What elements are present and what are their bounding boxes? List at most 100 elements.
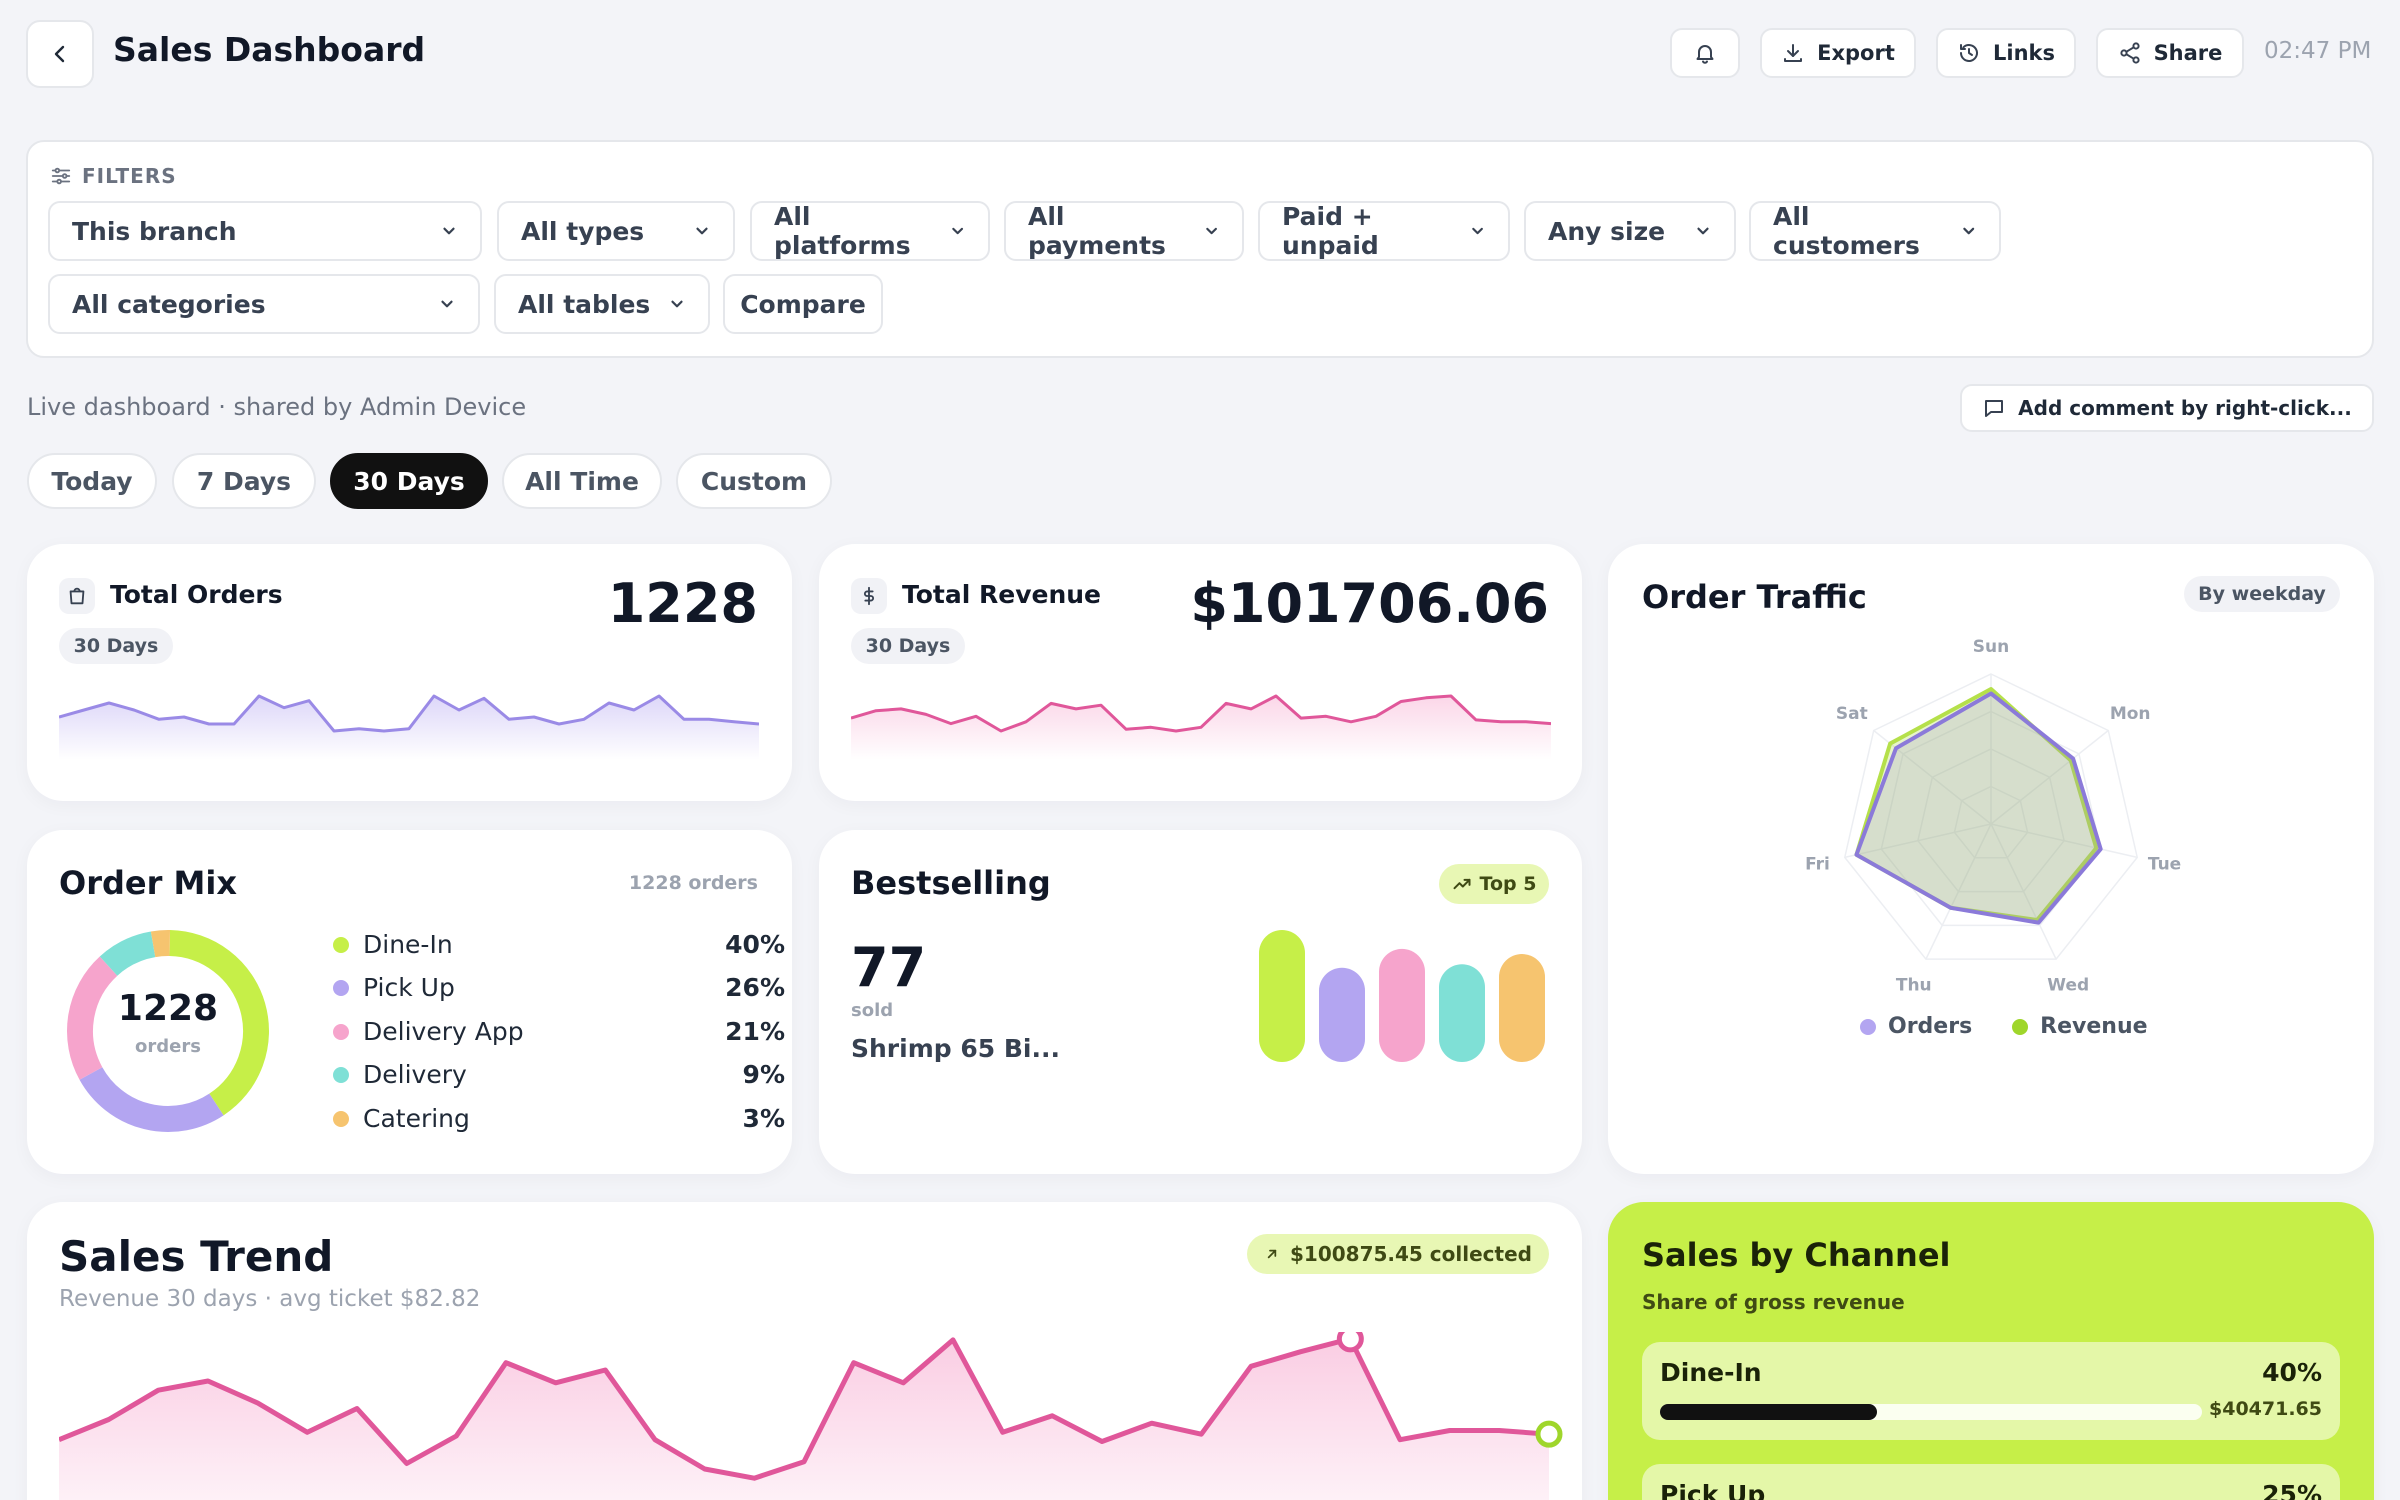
mix-pct: 26% [725,973,785,1002]
legend-revenue-label: Revenue [2040,1014,2148,1039]
mix-name: Catering [363,1104,470,1133]
compare-button[interactable]: Compare [723,274,883,334]
channel-amount: $40471.65 [2209,1398,2322,1420]
sales-by-channel-card: Sales by Channel Share of gross revenue … [1608,1202,2374,1500]
collected-label: $100875.45 collected [1290,1242,1532,1266]
mix-pct: 9% [742,1060,785,1089]
mix-dot [333,979,349,996]
mix-name: Delivery App [363,1017,524,1046]
bestselling-bar[interactable] [1259,930,1305,1062]
share-icon [2119,42,2140,64]
channel-pct: 40% [2262,1358,2322,1387]
chevron-down-icon [951,227,963,235]
mix-pct: 40% [725,930,785,959]
range-all-time[interactable]: All Time [502,453,662,509]
radar-axis-label: Tue [2148,855,2181,875]
mix-name: Delivery [363,1060,467,1089]
radar-grid-ring [1880,710,2102,927]
donut-segment-pick-up[interactable] [79,1066,224,1132]
radar-grid-ring [1917,748,2065,893]
share-button[interactable]: Share [2096,28,2244,78]
compare-label: Compare [740,289,866,319]
sales-by-channel-subtitle: Share of gross revenue [1642,1290,1905,1314]
add-comment-label: Add comment by right-click... [2018,396,2352,420]
radar-spoke [1873,729,1992,825]
mix-dot [333,1066,349,1083]
radar-axis-label: Sun [1973,637,2009,657]
legend-revenue: Revenue [2012,1014,2148,1039]
type-select[interactable]: All types [497,201,735,261]
by-weekday-label: By weekday [2198,583,2326,605]
donut-segment-delivery-app[interactable] [67,956,118,1080]
mix-pct: 3% [742,1104,785,1133]
sold-label: sold [851,1000,894,1021]
total-orders-value: 1228 [607,572,758,635]
chevron-down-icon [696,227,708,235]
branch-select[interactable]: This branch [48,201,482,261]
by-weekday-badge[interactable]: By weekday [2184,576,2340,612]
sales-trend-end-marker[interactable] [1535,1420,1563,1448]
bestselling-bar[interactable] [1499,954,1545,1062]
chevron-left-icon [54,45,65,63]
mix-row-delivery-app: Delivery App 21% [333,1017,785,1046]
range-custom[interactable]: Custom [676,453,832,509]
mix-name: Pick Up [363,973,455,1002]
radar-spoke [1990,823,2138,859]
payment-select[interactable]: All payments [1004,201,1244,261]
paid-status-select[interactable]: Paid + unpaid [1258,201,1510,261]
range-7-days-label: 7 Days [196,466,292,496]
legend-orders: Orders [1860,1014,1972,1039]
range-30-days[interactable]: 30 Days [330,453,488,509]
range-all-time-label: All Time [525,466,639,496]
shopping-bag-icon [69,587,85,605]
type-select-value: All types [521,216,645,246]
order-mix-count: 1228 orders [628,872,758,894]
bestselling-bar[interactable] [1439,964,1485,1062]
range-today[interactable]: Today [27,453,157,509]
export-button[interactable]: Export [1760,28,1916,78]
category-select[interactable]: All categories [48,274,480,334]
donut-segment-delivery[interactable] [99,931,156,977]
donut-center-label: orders [135,1036,201,1057]
orders-sparkline [59,694,759,760]
total-revenue-label: Total Revenue [902,580,1102,609]
channel-row-pick-up: Pick Up 25% [1642,1464,2340,1500]
sales-trend-area [59,1338,1549,1500]
back-button[interactable] [26,20,94,88]
bestselling-bar[interactable] [1319,967,1365,1062]
notifications-button[interactable] [1670,28,1740,78]
top-5-badge[interactable]: Top 5 [1439,864,1549,904]
mix-dot [333,936,349,953]
table-select[interactable]: All tables [494,274,710,334]
sliders-icon [51,167,71,185]
order-mix-title: Order Mix [59,864,237,902]
revenue-sparkline [851,694,1551,760]
size-select-value: Any size [1548,216,1666,246]
revenue-period-chip: 30 Days [851,628,965,664]
radar-series-orders[interactable] [1854,691,2103,925]
radar-spoke [1990,729,2109,825]
channel-name: Dine-In [1660,1358,1762,1387]
sales-trend-peak-marker[interactable] [1336,1332,1364,1353]
links-button[interactable]: Links [1936,28,2076,78]
radar-grid-ring [1843,673,2139,960]
sales-trend-title: Sales Trend [59,1232,334,1281]
add-comment-button[interactable]: Add comment by right-click... [1960,384,2374,432]
legend-orders-dot [1860,1018,1876,1035]
bestselling-title: Bestselling [851,864,1051,902]
mix-dot [333,1023,349,1040]
shared-by-text: Live dashboard · shared by Admin Device [27,393,527,421]
mix-row-dine-in: Dine-In 40% [333,930,785,959]
size-select[interactable]: Any size [1524,201,1736,261]
dollar-icon [863,586,875,606]
platform-select[interactable]: All platforms [750,201,990,261]
order-traffic-title: Order Traffic [1642,578,1867,616]
sales-trend-chart [59,1332,1563,1500]
range-7-days[interactable]: 7 Days [172,453,316,509]
donut-segment-catering[interactable] [150,930,171,958]
radar-axis-label: Mon [2110,704,2151,724]
sales-trend-line [59,1336,1550,1481]
customer-select[interactable]: All customers [1749,201,2001,261]
donut-segment-dine-in[interactable] [169,930,269,1116]
bestselling-bar[interactable] [1379,948,1425,1062]
